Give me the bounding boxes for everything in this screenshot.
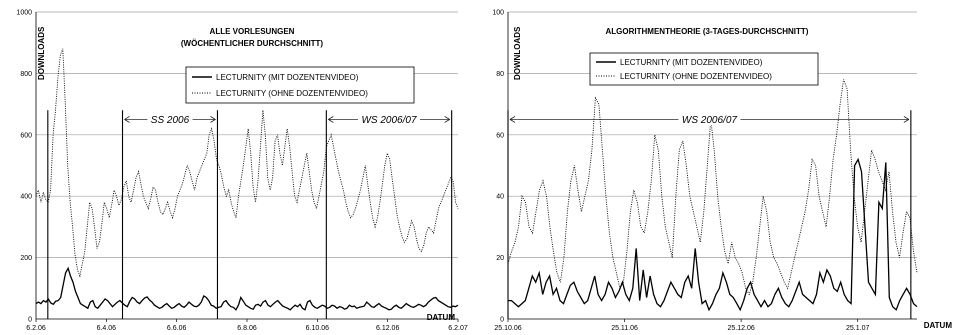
y-tick-label: 600 [20, 132, 32, 139]
x-axis-label: DATUM [427, 313, 456, 322]
period-label: WS 2006/07 [361, 115, 416, 126]
legend-label-ohne: LECTURNITY (OHNE DOZENTENVIDEO) [620, 72, 772, 81]
y-tick-labels: 0 200 400 600 800 1000 [16, 10, 32, 324]
x-tick-label: 25.1.07 [846, 325, 869, 332]
chart-series [35, 48, 459, 311]
x-tick-label: 6.12.06 [376, 325, 399, 332]
chart-alle-vorlesungen: 0 200 400 600 800 1000 6.2.06 6.4.06 6.6.06 6.8.… [16, 10, 467, 333]
chart-series [507, 79, 918, 312]
arrowhead-right [210, 116, 216, 123]
x-tick-label: 6.2.07 [448, 325, 468, 332]
y-axis-label: DOWNLOADS [513, 26, 522, 80]
legend: LECTURNITY (MIT DOZENTENVIDEO) LECTURNIT… [589, 52, 819, 86]
y-axis-label: DOWNLOADS [37, 26, 46, 80]
y-tick-label: 80 [496, 71, 504, 78]
chart-title-line-1: ALLE VORLESUNGEN [210, 27, 295, 36]
legend-label-mit: LECTURNITY (MIT DOZENTENVIDEO) [216, 73, 359, 82]
period-annotations: SS 2006 WS 2006/07 [47, 110, 453, 319]
x-tick-label: 6.6.06 [167, 325, 187, 332]
period-label: WS 2006/07 [682, 115, 737, 126]
chart-title: ALGORITHMENTHEORIE (3-TAGES-DURCHSCHNITT… [606, 27, 809, 36]
y-tick-label: 200 [20, 255, 32, 262]
chart-grid [35, 11, 459, 322]
legend-label-mit: LECTURNITY (MIT DOZENTENVIDEO) [620, 58, 763, 67]
legend-box [589, 52, 819, 86]
period-annotations: WS 2006/07 [507, 110, 912, 319]
legend-box [185, 66, 415, 104]
y-tick-label: 20 [496, 255, 504, 262]
x-tick-label: 25.11.06 [611, 325, 638, 332]
arrowhead-left [124, 116, 130, 123]
y-tick-labels: 0 20 40 60 80 100 [492, 10, 504, 324]
series-line-mit-dozentenvideo [508, 157, 918, 312]
y-tick-label: 1000 [16, 10, 32, 17]
arrowhead-left [328, 116, 334, 123]
period-label-bg [147, 113, 193, 126]
y-tick-label: 40 [496, 194, 504, 201]
period-label-bg [678, 113, 741, 126]
x-tick-labels: 6.2.06 6.4.06 6.6.06 6.8.06 6.10.06 6.12.06 6.… [26, 325, 468, 332]
y-tick-label: 100 [492, 10, 504, 17]
y-tick-label: 400 [20, 194, 32, 201]
y-tick-label: 800 [20, 71, 32, 78]
x-tick-label: 6.4.06 [97, 325, 117, 332]
chart-title-line-2: (WÖCHENTLICHER DURCHSCHNITT) [181, 39, 324, 48]
arrowhead-left [509, 116, 516, 123]
series-line-ohne-dozentenvideo [35, 48, 459, 278]
period-label: SS 2006 [151, 115, 190, 126]
x-tick-label: 25.10.06 [494, 325, 521, 332]
x-tick-label: 6.2.06 [26, 325, 46, 332]
x-tick-label: 25.12.06 [728, 325, 755, 332]
y-tick-label: 0 [28, 317, 32, 324]
y-tick-label: 60 [496, 132, 504, 139]
y-tick-label: 0 [500, 317, 504, 324]
x-tick-label: 6.8.06 [237, 325, 257, 332]
x-axis-label: DATUM [924, 321, 953, 330]
x-tick-labels: 25.10.06 25.11.06 25.12.06 25.1.07 [494, 325, 869, 332]
legend: LECTURNITY (MIT DOZENTENVIDEO) LECTURNIT… [185, 66, 415, 104]
arrowhead-right [444, 116, 450, 123]
series-line-ohne-dozentenvideo [507, 79, 918, 296]
x-tick-label: 6.10.06 [306, 325, 329, 332]
series-line-mit-dozentenvideo [35, 266, 459, 311]
legend-label-ohne: LECTURNITY (OHNE DOZENTENVIDEO) [216, 89, 368, 98]
period-label-bg [358, 113, 421, 126]
arrowhead-right [903, 116, 910, 123]
